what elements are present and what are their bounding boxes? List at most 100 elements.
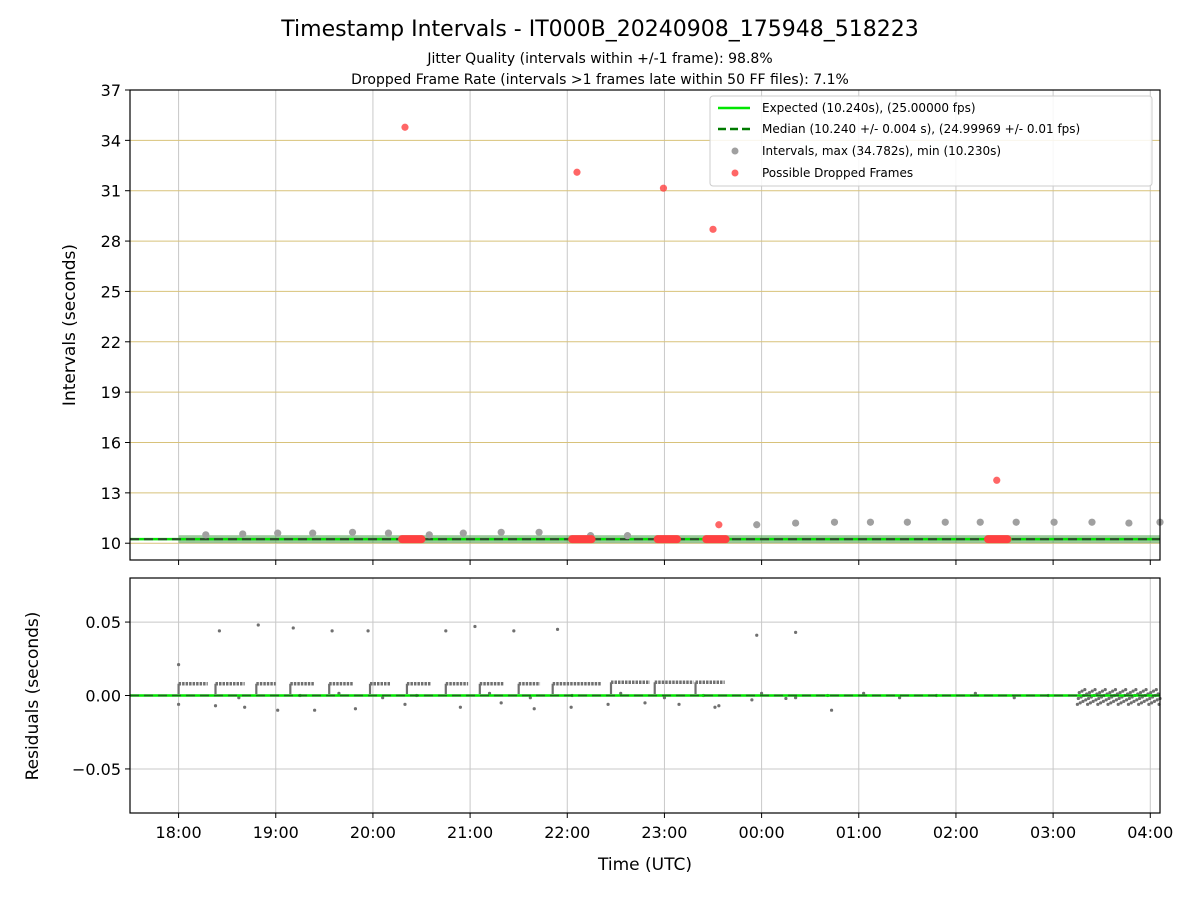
x-tick-label: 18:00 <box>156 823 202 842</box>
interval-point <box>941 518 949 526</box>
residual-cluster-point <box>1126 702 1131 706</box>
interval-point <box>1012 518 1020 526</box>
residual-cluster-point <box>1094 698 1098 702</box>
residual-cluster-point <box>1109 701 1113 705</box>
residual-cluster-point <box>1108 690 1112 695</box>
residual-outlier-point <box>755 633 759 637</box>
intervals-plot-frame <box>129 89 1161 561</box>
residual-point <box>794 696 798 700</box>
residuals-y-tick-label: 0.05 <box>85 613 121 632</box>
residual-outlier-point <box>643 701 647 705</box>
dropped-frame-point <box>659 184 668 192</box>
residual-cluster-point <box>1117 696 1121 701</box>
legend-box <box>709 95 1153 187</box>
x-tick-label: 19:00 <box>253 823 299 842</box>
dropped-frame-point <box>993 476 1001 484</box>
residual-point <box>1012 696 1016 700</box>
residual-cluster-point <box>1091 699 1095 703</box>
intervals-y-tick-label: 37 <box>101 81 121 100</box>
intervals-panel: 10 13 16 19 22 25 28 31 34 37 Intervals (seconds)… <box>60 81 1164 565</box>
residual-cluster-point <box>1118 690 1122 695</box>
legend-median-label: Median (10.240 +/- 0.004 s), (24.99969 +… <box>762 122 1080 136</box>
residual-cluster-point <box>1137 702 1141 706</box>
residual-point <box>862 691 866 695</box>
intervals-y-tick-label: 28 <box>101 232 121 251</box>
residual-cluster-point <box>1077 690 1081 695</box>
dropped-frame-point <box>709 225 717 233</box>
residual-outlier-point <box>499 701 503 705</box>
residual-cluster-point <box>1086 696 1091 701</box>
residual-cluster-point <box>1090 689 1094 693</box>
residual-cluster-point <box>1149 690 1153 695</box>
residual-cluster-point <box>1132 699 1136 703</box>
x-tick-label: 01:00 <box>836 823 882 842</box>
residuals-panel: −0.05 0.00 0.05 18:00 19:00 20:00 21:00 22:00 2… <box>23 577 1173 875</box>
residual-outlier-point <box>473 624 477 629</box>
residual-point <box>973 691 977 695</box>
interval-point <box>623 532 632 540</box>
interval-point <box>497 528 505 536</box>
residual-cluster-point <box>1104 698 1108 702</box>
residual-point <box>237 696 241 700</box>
residual-point <box>381 696 385 700</box>
residual-cluster-point <box>1083 688 1087 692</box>
residual-outlier-point <box>330 629 334 633</box>
residual-point <box>619 691 623 695</box>
residual-cluster-point <box>1114 698 1118 702</box>
intervals-y-axis-label: Intervals (seconds) <box>60 244 80 406</box>
intervals-x-ticks <box>178 560 1151 565</box>
residual-cluster-point <box>1111 689 1115 693</box>
residual-cluster-point <box>1093 688 1097 692</box>
x-tick-label: 23:00 <box>641 823 687 842</box>
interval-point <box>1088 518 1096 526</box>
residual-outlier-point <box>243 705 247 709</box>
residual-outlier-point <box>276 708 280 712</box>
intervals-y-tick-label: 19 <box>101 383 121 402</box>
residuals-points <box>176 623 1162 712</box>
residual-cluster-point <box>1135 698 1139 702</box>
residual-outlier-point <box>353 707 358 711</box>
dropped-frame-point <box>715 521 723 529</box>
residual-outlier-point <box>458 705 462 709</box>
legend-expected-label: Expected (10.240s), (25.00000 fps) <box>762 101 976 115</box>
residual-outlier-point <box>512 629 516 633</box>
residual-outlier-point <box>403 702 407 706</box>
residual-cluster-point <box>1097 696 1101 701</box>
residual-cluster-point <box>1141 689 1145 693</box>
residual-outlier-point <box>176 702 181 706</box>
residual-cluster-point <box>1137 696 1142 701</box>
residual-cluster-point <box>1147 702 1151 706</box>
interval-point <box>753 521 761 529</box>
residual-cluster-point <box>1098 690 1102 695</box>
residuals-y-tick-label: −0.05 <box>72 760 121 779</box>
intervals-y-tick-label: 10 <box>101 534 121 553</box>
chart-subtitle-dropped: Dropped Frame Rate (intervals >1 frames … <box>351 72 849 88</box>
residual-cluster-point <box>1121 689 1125 693</box>
residual-point <box>337 691 341 695</box>
legend-dropped-swatch <box>731 169 739 177</box>
residual-cluster-point <box>1150 701 1154 705</box>
intervals-y-tick-label: 34 <box>101 131 121 150</box>
residual-cluster-point <box>1145 698 1149 702</box>
residual-outlier-point <box>713 705 717 709</box>
x-axis-label: Time (UTC) <box>597 855 692 875</box>
residual-cluster-point <box>1124 698 1129 702</box>
residual-point <box>662 696 667 700</box>
legend-intervals-swatch <box>731 147 739 155</box>
legend-dropped-label: Possible Dropped Frames <box>762 166 913 180</box>
residuals-y-tick-label: 0.00 <box>85 687 121 706</box>
residual-outlier-point <box>606 702 610 706</box>
residual-cluster-point <box>1106 702 1110 706</box>
interval-point <box>903 518 911 526</box>
interval-point <box>792 519 800 527</box>
residual-point <box>487 691 492 695</box>
intervals-y-tick-label: 13 <box>101 484 121 503</box>
residual-outlier-point <box>213 704 218 708</box>
residual-cluster-point <box>1129 701 1133 705</box>
residual-cluster-point <box>1100 689 1105 693</box>
residual-outlier-point <box>313 708 317 712</box>
residual-cluster-point <box>1087 690 1092 695</box>
residual-outlier-point <box>750 698 754 702</box>
residual-cluster-point <box>1152 699 1157 703</box>
